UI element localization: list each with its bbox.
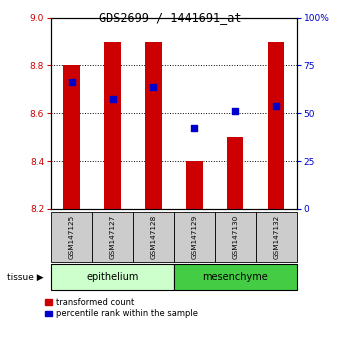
Bar	[51, 212, 92, 262]
Text: epithelium: epithelium	[86, 272, 139, 282]
Text: GDS2699 / 1441691_at: GDS2699 / 1441691_at	[99, 11, 242, 24]
Text: GSM147130: GSM147130	[232, 215, 238, 259]
Bar	[227, 137, 243, 209]
Text: GSM147127: GSM147127	[109, 215, 116, 259]
Text: tissue ▶: tissue ▶	[7, 273, 43, 281]
Point	[273, 103, 279, 109]
Bar	[174, 264, 297, 290]
Bar	[104, 41, 121, 209]
Point	[233, 108, 238, 114]
Text: GSM147125: GSM147125	[69, 215, 75, 259]
Point	[110, 96, 115, 102]
Bar	[92, 212, 133, 262]
Bar	[256, 212, 297, 262]
Point	[69, 79, 74, 85]
Point	[151, 84, 156, 90]
Text: GSM147128: GSM147128	[150, 215, 157, 259]
Text: GSM147129: GSM147129	[191, 215, 197, 259]
Bar	[51, 264, 174, 290]
Text: mesenchyme: mesenchyme	[203, 272, 268, 282]
Point	[192, 125, 197, 130]
Bar	[133, 212, 174, 262]
Text: GSM147132: GSM147132	[273, 215, 279, 259]
Bar	[215, 212, 256, 262]
Legend: transformed count, percentile rank within the sample: transformed count, percentile rank withi…	[45, 298, 198, 319]
Bar	[186, 161, 203, 209]
Bar	[268, 41, 284, 209]
Bar	[63, 65, 80, 209]
Bar	[145, 41, 162, 209]
Bar	[174, 212, 215, 262]
